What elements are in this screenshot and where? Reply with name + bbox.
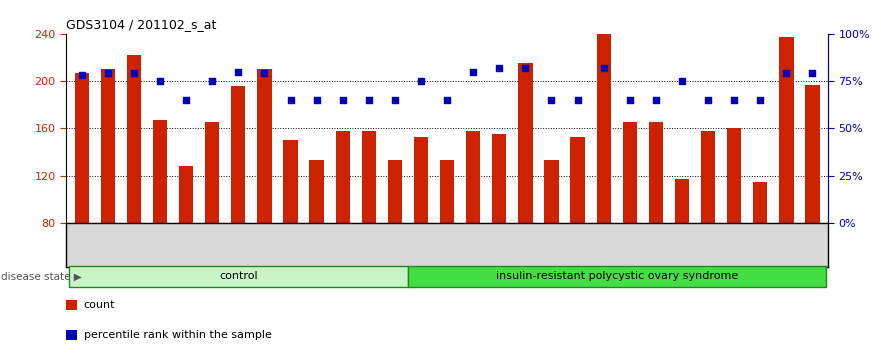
Point — [544, 97, 559, 103]
Point — [75, 73, 89, 78]
Bar — [544, 160, 559, 223]
Point — [362, 97, 376, 103]
Point — [100, 70, 115, 76]
Bar — [518, 63, 533, 223]
Point — [753, 97, 767, 103]
Bar — [231, 86, 246, 223]
Text: disease state ▶: disease state ▶ — [1, 272, 82, 282]
Point — [284, 97, 298, 103]
Bar — [179, 166, 193, 223]
Point — [388, 97, 402, 103]
Bar — [414, 137, 428, 223]
Bar — [127, 55, 141, 223]
Bar — [284, 140, 298, 223]
Point — [466, 69, 480, 74]
Bar — [648, 122, 663, 223]
Bar — [152, 120, 167, 223]
Bar — [205, 122, 219, 223]
Bar — [570, 137, 585, 223]
Point — [336, 97, 350, 103]
Point — [414, 78, 428, 84]
Bar — [753, 182, 767, 223]
Point — [648, 97, 663, 103]
Text: GDS3104 / 201102_s_at: GDS3104 / 201102_s_at — [66, 18, 217, 31]
Text: control: control — [219, 272, 257, 281]
Point — [179, 97, 193, 103]
Bar — [100, 69, 115, 223]
Point — [492, 65, 507, 70]
Bar — [779, 37, 794, 223]
Point — [257, 70, 271, 76]
Bar — [440, 160, 455, 223]
Bar — [701, 131, 715, 223]
Text: count: count — [84, 300, 115, 310]
Bar — [361, 131, 376, 223]
Bar — [69, 266, 408, 287]
Point — [623, 97, 637, 103]
Point — [701, 97, 715, 103]
Point — [596, 65, 611, 70]
Bar — [408, 266, 825, 287]
Point — [205, 78, 219, 84]
Point — [805, 70, 819, 76]
Text: insulin-resistant polycystic ovary syndrome: insulin-resistant polycystic ovary syndr… — [496, 272, 738, 281]
Bar — [309, 160, 324, 223]
Bar — [75, 73, 89, 223]
Bar — [727, 128, 742, 223]
Bar — [675, 179, 689, 223]
Text: percentile rank within the sample: percentile rank within the sample — [84, 330, 271, 340]
Point — [232, 69, 246, 74]
Point — [440, 97, 454, 103]
Point — [727, 97, 741, 103]
Bar — [623, 122, 637, 223]
Point — [309, 97, 323, 103]
Point — [153, 78, 167, 84]
Bar — [466, 131, 480, 223]
Bar — [388, 160, 402, 223]
Bar — [336, 131, 350, 223]
Point — [518, 65, 532, 70]
Bar — [805, 85, 819, 223]
Bar — [257, 69, 271, 223]
Bar — [596, 34, 611, 223]
Point — [780, 70, 794, 76]
Point — [675, 78, 689, 84]
Point — [571, 97, 585, 103]
Bar — [492, 134, 507, 223]
Point — [127, 70, 141, 76]
